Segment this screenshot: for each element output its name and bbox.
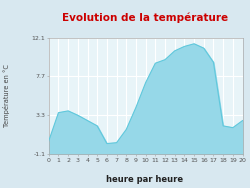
Text: Température en °C: Température en °C <box>2 64 10 127</box>
Text: heure par heure: heure par heure <box>106 175 184 184</box>
Text: Evolution de la température: Evolution de la température <box>62 12 228 23</box>
